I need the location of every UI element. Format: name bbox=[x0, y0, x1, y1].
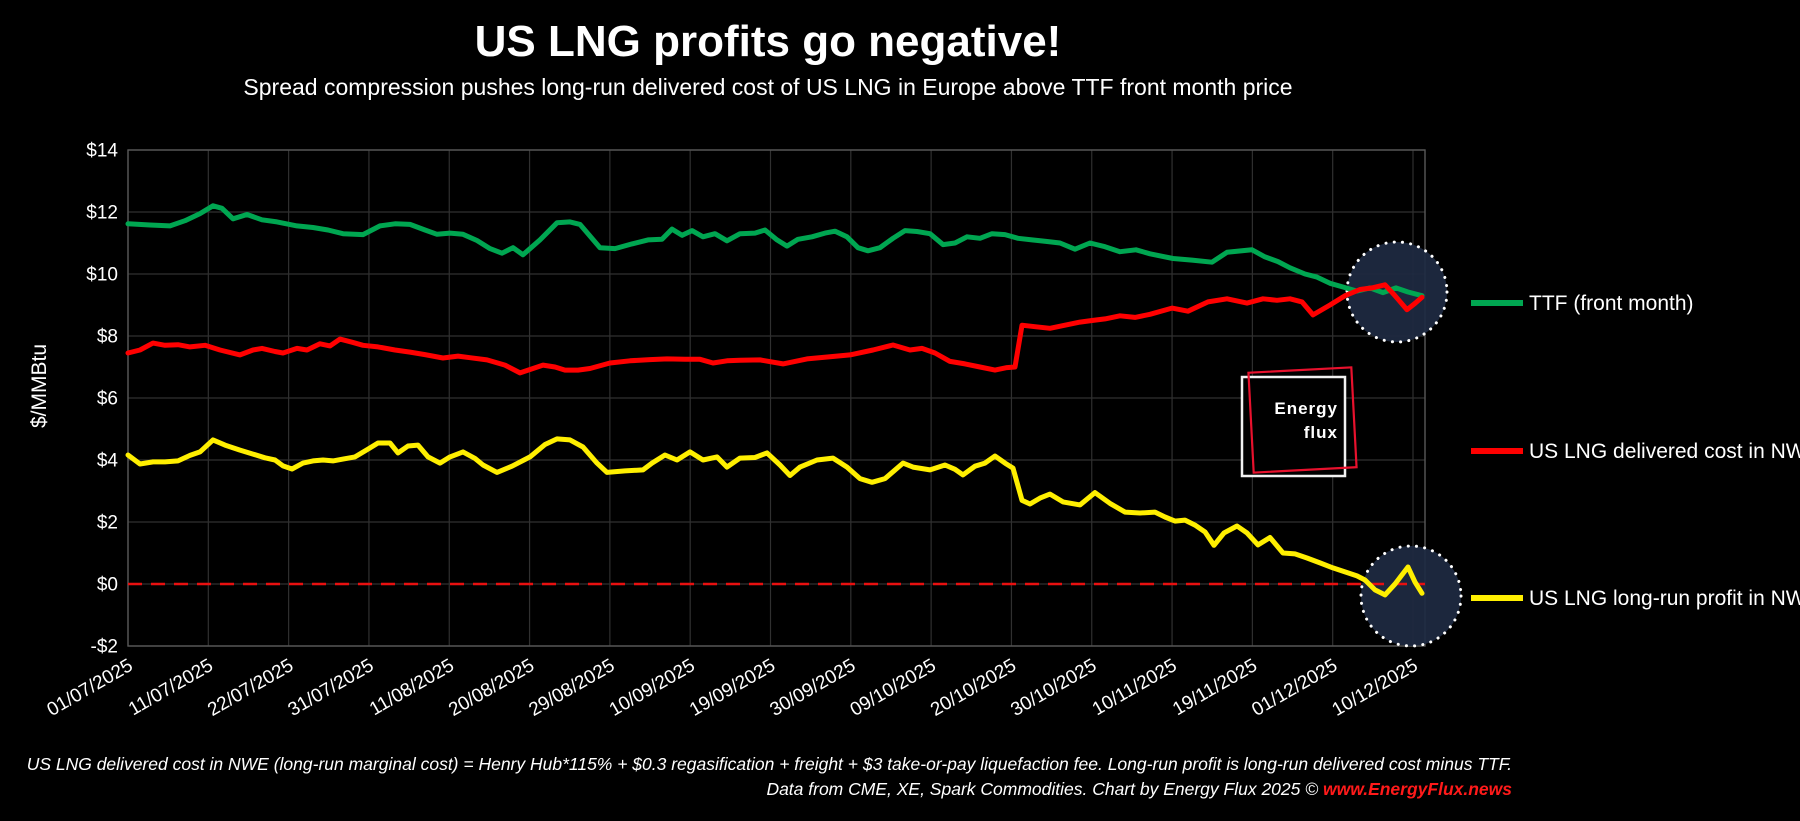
x-tick-label: 29/08/2025 bbox=[526, 655, 619, 721]
highlight-circles bbox=[1345, 240, 1463, 648]
chart-legend: TTF (front month) US LNG delivered cost i… bbox=[1471, 292, 1800, 610]
x-tick-label: 01/12/2025 bbox=[1248, 655, 1341, 721]
x-tick-label: 20/08/2025 bbox=[445, 655, 538, 721]
footer: US LNG delivered cost in NWE (long-run m… bbox=[27, 754, 1513, 799]
y-tick-label: $10 bbox=[86, 265, 118, 286]
y-tick-label: -$2 bbox=[91, 637, 118, 658]
us-lng-long-run-profit-line bbox=[125, 436, 1425, 598]
x-tick-label: 10/11/2025 bbox=[1089, 655, 1181, 720]
x-tick-label: 30/09/2025 bbox=[766, 655, 859, 721]
page-subtitle: Spread compression pushes long-run deliv… bbox=[243, 74, 1292, 100]
plot-border bbox=[127, 149, 1426, 647]
y-axis-title: $/MMBtu bbox=[28, 344, 51, 428]
y-tick-label: $0 bbox=[97, 575, 118, 596]
x-tick-label: 19/09/2025 bbox=[686, 655, 779, 721]
x-tick-label: 10/12/2025 bbox=[1329, 655, 1422, 721]
y-tick-label: $2 bbox=[97, 513, 118, 534]
logo-energy-text: Energy bbox=[1274, 399, 1338, 418]
legend-label-ttf: TTF (front month) bbox=[1529, 292, 1694, 315]
x-tick-label: 30/10/2025 bbox=[1007, 655, 1100, 721]
y-tick-label: $14 bbox=[86, 141, 118, 162]
logo-flux-text: flux bbox=[1304, 423, 1338, 442]
footer-credits: Data from CME, XE, Spark Commodities. Ch… bbox=[766, 779, 1512, 799]
legend-label-us-lng-delivered-cost: US LNG delivered cost in NWE bbox=[1529, 440, 1800, 463]
x-tick-label: 09/10/2025 bbox=[847, 655, 940, 721]
footer-credits-text: Data from CME, XE, Spark Commodities. Ch… bbox=[766, 779, 1323, 799]
legend-label-us-lng-long-run-profit: US LNG long-run profit in NWE bbox=[1529, 587, 1800, 610]
logo-white-square bbox=[1240, 375, 1347, 478]
us-lng-delivered-cost-line bbox=[125, 282, 1425, 376]
x-tick-label: 11/08/2025 bbox=[366, 655, 458, 720]
x-tick-label: 10/09/2025 bbox=[606, 655, 699, 721]
y-tick-label: $12 bbox=[86, 203, 118, 224]
x-tick-label: 19/11/2025 bbox=[1169, 655, 1261, 720]
x-tick-label: 01/07/2025 bbox=[44, 655, 137, 721]
logo-red-square bbox=[1247, 366, 1358, 474]
x-tick-label: 20/10/2025 bbox=[927, 655, 1020, 721]
footer-website-link[interactable]: www.EnergyFlux.news bbox=[1323, 779, 1512, 799]
page-title: US LNG profits go negative! bbox=[475, 17, 1062, 66]
x-tick-label: 11/07/2025 bbox=[125, 655, 217, 720]
plot-grid bbox=[127, 149, 1426, 647]
footer-methodology-note: US LNG delivered cost in NWE (long-run m… bbox=[27, 754, 1512, 774]
y-tick-label: $4 bbox=[97, 451, 119, 472]
x-tick-label: 22/07/2025 bbox=[204, 655, 297, 721]
highlight-circle bbox=[1345, 240, 1449, 344]
y-tick-label: $8 bbox=[97, 327, 118, 348]
series-lines bbox=[125, 203, 1425, 598]
y-axis-tick-labels: $14 $12 $10 $8 $6 $4 $2 $0 -$2 bbox=[86, 141, 118, 658]
energyflux-logo: Energy flux bbox=[1240, 366, 1358, 478]
x-tick-label: 31/07/2025 bbox=[285, 655, 378, 721]
ttf-line bbox=[125, 203, 1425, 299]
highlight-circle bbox=[1359, 544, 1463, 648]
x-axis-tick-labels: 01/07/202511/07/202522/07/202531/07/2025… bbox=[44, 655, 1422, 721]
y-tick-label: $6 bbox=[97, 389, 118, 410]
